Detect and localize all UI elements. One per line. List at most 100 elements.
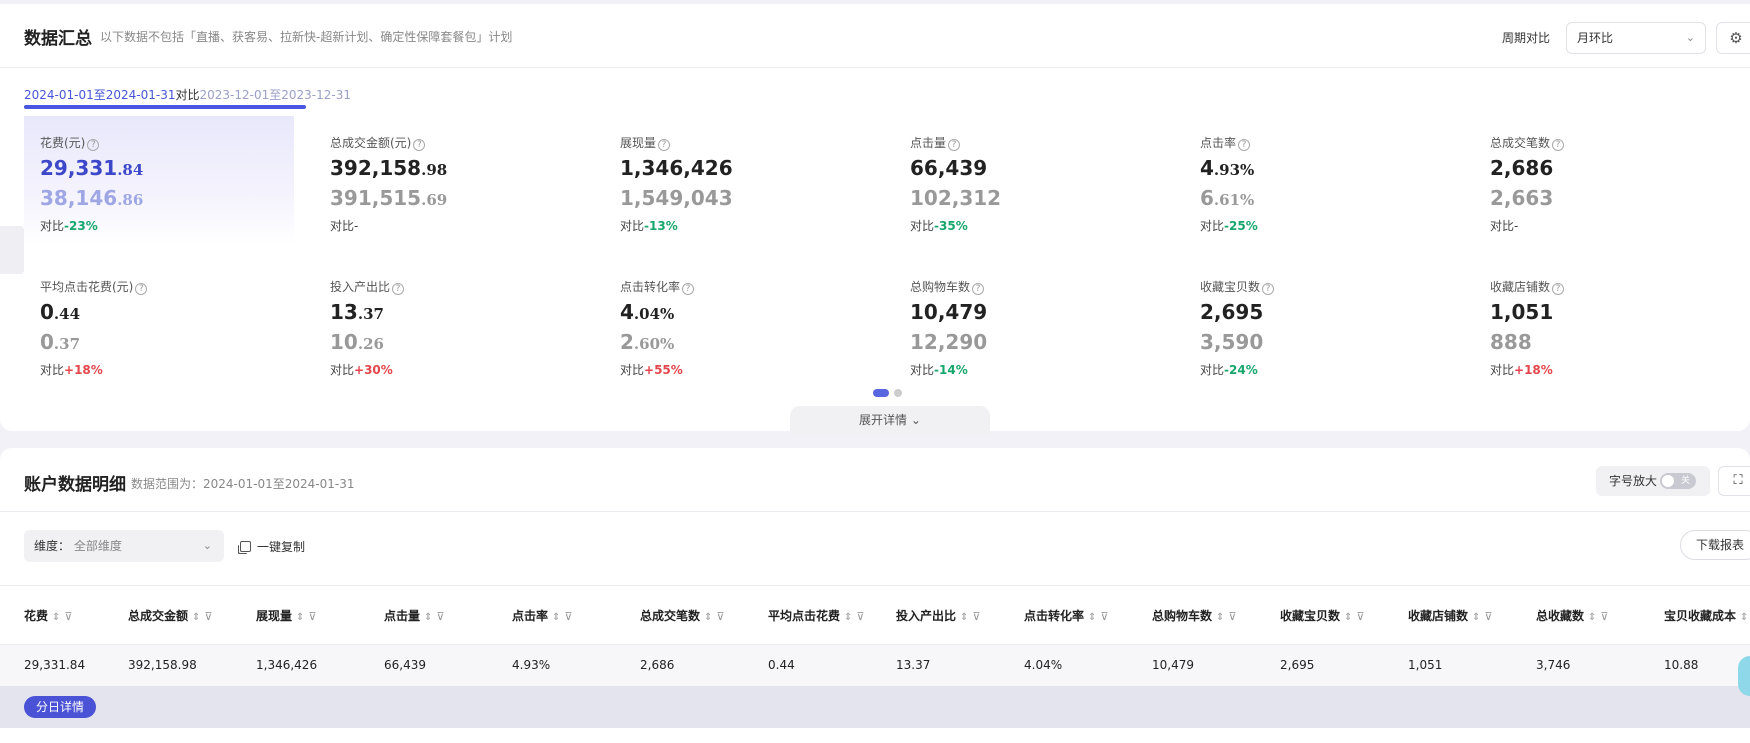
metric-card[interactable]: 平均点击花费(元)? 0.44 0.37 对比+18% xyxy=(24,260,294,390)
metric-card[interactable]: 总购物车数? 10,479 12,290 对比-14% xyxy=(894,260,1164,390)
carousel-dot[interactable] xyxy=(894,388,902,397)
dimension-label: 维度： xyxy=(34,539,71,553)
metric-card[interactable]: 花费(元)? 29,331.84 38,146.86 对比-23% xyxy=(24,116,294,246)
filter-icon[interactable]: ⊽ xyxy=(436,610,445,623)
metric-previous-value: 12,290 xyxy=(910,330,988,354)
metric-previous-value: 10.26 xyxy=(330,330,384,354)
filter-icon[interactable]: ⊽ xyxy=(716,610,725,623)
daily-details-button[interactable]: 分日详情 xyxy=(24,696,96,718)
question-icon[interactable]: ? xyxy=(682,283,695,295)
question-icon[interactable]: ? xyxy=(948,139,961,151)
metric-current-value: 2,686 xyxy=(1490,156,1554,180)
metric-card[interactable]: 展现量? 1,346,426 1,549,043 对比-13% xyxy=(604,116,874,246)
metric-delta: -24% xyxy=(1224,363,1258,377)
metric-previous-value: 6.61% xyxy=(1200,186,1255,210)
metric-card[interactable]: 点击率? 4.93% 6.61% 对比-25% xyxy=(1184,116,1454,246)
table-cell: 2,695 xyxy=(1280,658,1315,672)
column-header[interactable]: 点击转化率 ⇕ ⊽ xyxy=(1024,609,1109,623)
sort-icon[interactable]: ⇕ xyxy=(424,612,433,623)
metric-card[interactable]: 总成交金额(元)? 392,158.98 391,515.69 对比- xyxy=(314,116,584,246)
carousel-dot-active[interactable] xyxy=(873,388,889,397)
sort-icon[interactable]: ⇕ xyxy=(844,612,853,623)
carousel-prev-handle[interactable] xyxy=(0,226,24,274)
sort-icon[interactable]: ⇕ xyxy=(1088,612,1097,623)
filter-icon[interactable]: ⊽ xyxy=(856,610,865,623)
question-icon[interactable]: ? xyxy=(413,139,426,151)
sort-icon[interactable]: ⇕ xyxy=(1588,612,1597,623)
sort-icon[interactable]: ⇕ xyxy=(552,612,561,623)
metric-label: 总成交金额(元)? xyxy=(330,134,426,151)
chevron-down-icon: ⌄ xyxy=(1685,31,1695,44)
copy-button[interactable]: 一键复制 xyxy=(240,538,305,555)
expand-details-button[interactable]: 展开详情 ⌄ xyxy=(790,406,990,435)
filter-icon[interactable]: ⊽ xyxy=(1100,610,1109,623)
column-header[interactable]: 总购物车数 ⇕ ⊽ xyxy=(1152,609,1237,623)
download-report-button[interactable]: 下载报表 xyxy=(1680,530,1750,560)
column-header[interactable]: 总成交金额 ⇕ ⊽ xyxy=(128,609,213,623)
column-header[interactable]: 收藏宝贝数 ⇕ ⊽ xyxy=(1280,609,1365,623)
filter-icon[interactable]: ⊽ xyxy=(1600,610,1609,623)
sort-icon[interactable]: ⇕ xyxy=(704,612,713,623)
sort-icon[interactable]: ⇕ xyxy=(1216,612,1225,623)
metric-card[interactable]: 投入产出比? 13.37 10.26 对比+30% xyxy=(314,260,584,390)
question-icon[interactable]: ? xyxy=(658,139,671,151)
filter-icon[interactable]: ⊽ xyxy=(564,610,573,623)
column-header[interactable]: 点击率 ⇕ ⊽ xyxy=(512,609,573,623)
sort-icon[interactable]: ⇕ xyxy=(192,612,201,623)
filter-icon[interactable]: ⊽ xyxy=(1484,610,1493,623)
floating-assistant-handle[interactable] xyxy=(1738,656,1750,696)
table-cell: 13.37 xyxy=(896,658,931,672)
metric-card[interactable]: 点击转化率? 4.04% 2.60% 对比+55% xyxy=(604,260,874,390)
date-previous: 2023-12-01至2023-12-31 xyxy=(199,88,351,102)
question-icon[interactable]: ? xyxy=(972,283,985,295)
metric-card[interactable]: 总成交笔数? 2,686 2,663 对比- xyxy=(1474,116,1744,246)
column-header[interactable]: 点击量 ⇕ ⊽ xyxy=(384,609,445,623)
sort-icon[interactable]: ⇕ xyxy=(960,612,969,623)
sort-icon[interactable]: ⇕ xyxy=(1344,612,1353,623)
question-icon[interactable]: ? xyxy=(1262,283,1275,295)
metric-comparison: 对比-14% xyxy=(910,363,968,377)
filter-icon[interactable]: ⊽ xyxy=(1228,610,1237,623)
filter-icon[interactable]: ⊽ xyxy=(204,610,213,623)
metric-comparison: 对比+18% xyxy=(40,363,103,377)
fullscreen-button[interactable]: ⛶ xyxy=(1718,466,1750,496)
detail-header: 账户数据明细 数据范围为：2024-01-01至2024-01-31 字号放大 … xyxy=(0,448,1750,512)
metric-current-value: 2,695 xyxy=(1200,300,1264,324)
column-header[interactable]: 收藏店铺数 ⇕ ⊽ xyxy=(1408,609,1493,623)
question-icon[interactable]: ? xyxy=(392,283,405,295)
filter-icon[interactable]: ⊽ xyxy=(308,610,317,623)
column-header[interactable]: 花费 ⇕ ⊽ xyxy=(24,609,73,623)
column-header[interactable]: 展现量 ⇕ ⊽ xyxy=(256,609,317,623)
filter-icon[interactable]: ⊽ xyxy=(972,610,981,623)
sort-icon[interactable]: ⇕ xyxy=(1740,612,1749,623)
metric-previous-value: 1,549,043 xyxy=(620,186,733,210)
filter-icon[interactable]: ⊽ xyxy=(64,610,73,623)
sort-icon[interactable]: ⇕ xyxy=(1472,612,1481,623)
metric-card[interactable]: 收藏店铺数? 1,051 888 对比+18% xyxy=(1474,260,1744,390)
question-icon[interactable]: ? xyxy=(1238,139,1251,151)
summary-subtitle: 以下数据不包括「直播、获客易、拉新快-超新计划、确定性保障套餐包」计划 xyxy=(100,30,513,44)
column-header[interactable]: 平均点击花费 ⇕ ⊽ xyxy=(768,609,865,623)
settings-button[interactable]: ⚙ xyxy=(1716,22,1750,54)
metric-card[interactable]: 收藏宝贝数? 2,695 3,590 对比-24% xyxy=(1184,260,1454,390)
metric-previous-value: 102,312 xyxy=(910,186,1002,210)
table-cell: 10,479 xyxy=(1152,658,1194,672)
filter-icon[interactable]: ⊽ xyxy=(1356,610,1365,623)
column-header[interactable]: 宝贝收藏成本⇕⊽ xyxy=(1664,609,1749,623)
period-select[interactable]: 月环比 ⌄ xyxy=(1566,22,1706,54)
sort-icon[interactable]: ⇕ xyxy=(52,612,61,623)
question-icon[interactable]: ? xyxy=(87,139,100,151)
metric-card[interactable]: 点击量? 66,439 102,312 对比-35% xyxy=(894,116,1164,246)
question-icon[interactable]: ? xyxy=(1552,139,1565,151)
column-header[interactable]: 总成交笔数 ⇕ ⊽ xyxy=(640,609,725,623)
question-icon[interactable]: ? xyxy=(1552,283,1565,295)
metric-current-value: 4.93% xyxy=(1200,156,1255,180)
column-header[interactable]: 投入产出比 ⇕ ⊽ xyxy=(896,609,981,623)
sort-icon[interactable]: ⇕ xyxy=(296,612,305,623)
dimension-select[interactable]: 维度： 全部维度 ⌄ xyxy=(24,530,224,562)
date-current: 2024-01-01至2024-01-31 xyxy=(24,88,176,102)
font-zoom-toggle[interactable]: 关 xyxy=(1660,473,1696,489)
column-header[interactable]: 总收藏数 ⇕ ⊽ xyxy=(1536,609,1609,623)
question-icon[interactable]: ? xyxy=(135,283,148,295)
metric-delta: +18% xyxy=(1514,363,1553,377)
